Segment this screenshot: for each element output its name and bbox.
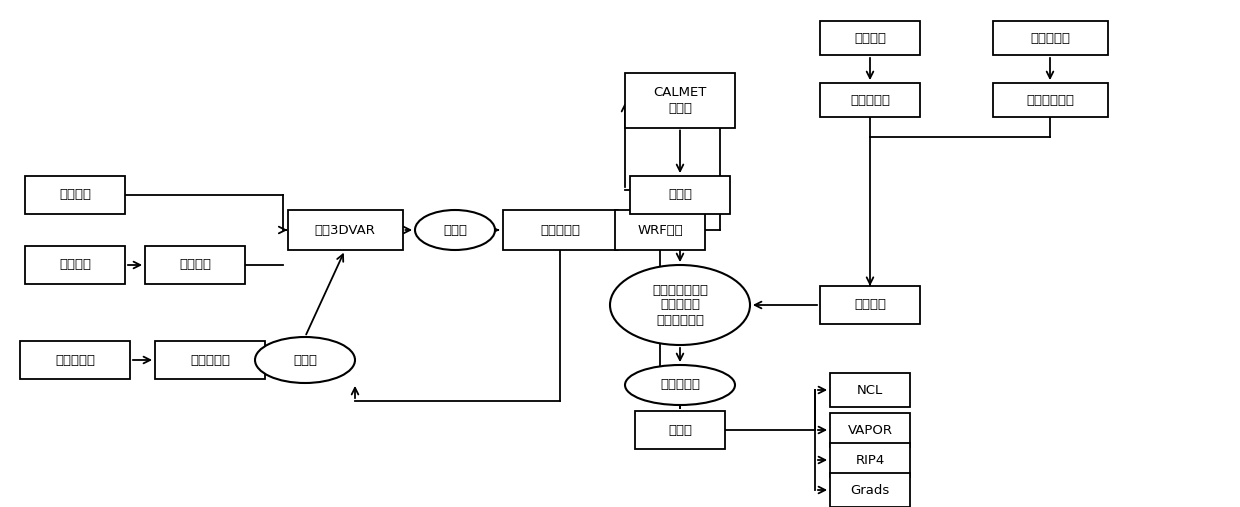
- FancyBboxPatch shape: [630, 176, 730, 214]
- Text: 地形高程: 地形高程: [854, 31, 887, 45]
- FancyBboxPatch shape: [288, 210, 403, 250]
- Text: 背景场: 背景场: [293, 353, 317, 367]
- Text: 模式前处理: 模式前处理: [190, 353, 229, 367]
- Text: 分析场: 分析场: [443, 224, 467, 236]
- FancyBboxPatch shape: [625, 73, 735, 127]
- Text: 循环3DVAR: 循环3DVAR: [315, 224, 376, 236]
- Text: 地形预处理: 地形预处理: [849, 93, 890, 106]
- Ellipse shape: [610, 265, 750, 345]
- Text: RIP4: RIP4: [856, 453, 884, 466]
- Ellipse shape: [625, 365, 735, 405]
- Text: WRF预报: WRF预报: [637, 224, 683, 236]
- Text: 更新侧边界: 更新侧边界: [539, 224, 580, 236]
- Text: Grads: Grads: [851, 484, 889, 496]
- Text: 卫星观测: 卫星观测: [60, 189, 91, 201]
- Text: 初猜场: 初猜场: [668, 189, 692, 201]
- FancyBboxPatch shape: [145, 246, 246, 284]
- FancyBboxPatch shape: [820, 83, 920, 117]
- FancyBboxPatch shape: [25, 176, 125, 214]
- FancyBboxPatch shape: [635, 411, 725, 449]
- FancyBboxPatch shape: [992, 83, 1107, 117]
- Text: 最终分析场: 最终分析场: [660, 379, 701, 391]
- Text: 下垫面覆盖: 下垫面覆盖: [1030, 31, 1070, 45]
- FancyBboxPatch shape: [820, 286, 920, 324]
- Text: NCL: NCL: [857, 383, 883, 396]
- FancyBboxPatch shape: [830, 473, 910, 507]
- Text: 地理信息: 地理信息: [854, 299, 887, 311]
- FancyBboxPatch shape: [502, 210, 618, 250]
- Text: CALMET
耦合器: CALMET 耦合器: [653, 86, 707, 115]
- FancyBboxPatch shape: [155, 341, 265, 379]
- FancyBboxPatch shape: [830, 373, 910, 407]
- Text: 常规观测: 常规观测: [60, 259, 91, 272]
- Ellipse shape: [415, 210, 495, 250]
- FancyBboxPatch shape: [820, 21, 920, 55]
- FancyBboxPatch shape: [992, 21, 1107, 55]
- Ellipse shape: [255, 337, 355, 383]
- FancyBboxPatch shape: [830, 443, 910, 477]
- FancyBboxPatch shape: [20, 341, 130, 379]
- FancyBboxPatch shape: [25, 246, 125, 284]
- Text: 下垫面预处理: 下垫面预处理: [1025, 93, 1074, 106]
- FancyBboxPatch shape: [830, 413, 910, 447]
- Text: 背景场资料: 背景场资料: [55, 353, 95, 367]
- Text: 质量控制: 质量控制: [179, 259, 211, 272]
- Text: 地形动力学效应
斜坡流效应
地形阻塞效应: 地形动力学效应 斜坡流效应 地形阻塞效应: [652, 283, 708, 327]
- FancyBboxPatch shape: [615, 210, 706, 250]
- Text: VAPOR: VAPOR: [847, 423, 893, 437]
- Text: 后处理: 后处理: [668, 423, 692, 437]
